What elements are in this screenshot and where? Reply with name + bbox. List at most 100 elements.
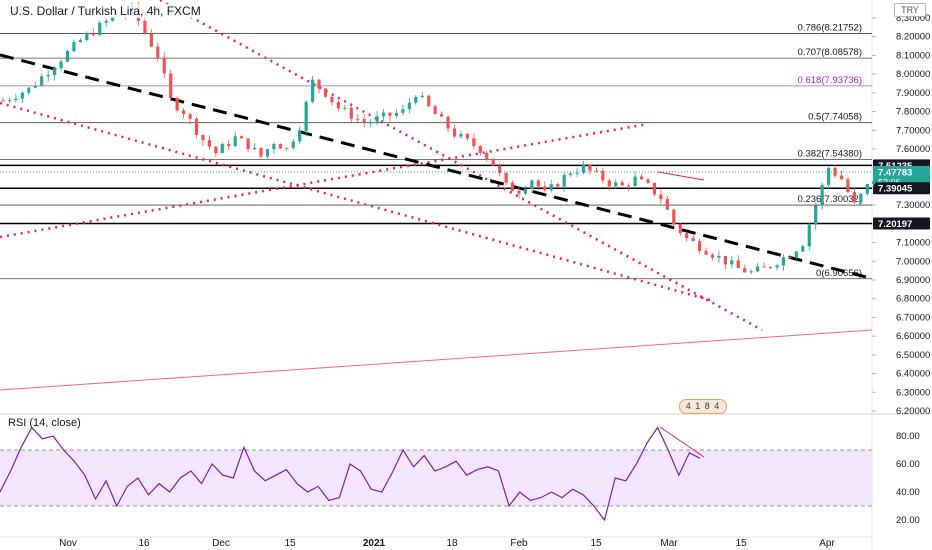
y-tick-label: 6.80000 — [896, 294, 930, 305]
candle-body — [872, 180, 876, 185]
candle-body — [594, 170, 598, 172]
fib-level-label: 0.707(8.08578) — [798, 47, 862, 58]
candle-body — [478, 146, 482, 153]
y-tick-label: 7.70000 — [896, 125, 930, 136]
candle-body — [472, 138, 476, 147]
candle-body — [194, 118, 199, 135]
candle-body — [446, 116, 450, 129]
candle-body — [220, 144, 224, 154]
candle-body — [839, 175, 844, 180]
y-tick-label: 6.90000 — [896, 275, 930, 286]
candle-body — [330, 96, 334, 103]
x-tick-label: Apr — [819, 538, 835, 549]
candle-body — [407, 102, 411, 110]
candle-body — [246, 138, 250, 150]
candle-body — [639, 176, 644, 180]
candle-body — [259, 147, 263, 157]
candle-body — [59, 61, 63, 69]
candle-body — [85, 33, 89, 41]
candle-body — [452, 128, 457, 137]
candle-body — [614, 182, 618, 187]
candle-body — [433, 106, 437, 115]
trendline-falling-upper — [159, 0, 763, 332]
candle-body — [7, 99, 12, 101]
candle-body — [820, 184, 824, 206]
y-tick-label: 6.30000 — [896, 387, 930, 398]
candle-body — [27, 87, 31, 93]
candle-body — [827, 168, 831, 185]
candle-body — [814, 205, 818, 225]
candle-body — [33, 85, 37, 88]
candle-body — [381, 112, 386, 117]
candle-body — [394, 112, 399, 116]
candle-body — [285, 147, 289, 149]
candle-body — [543, 186, 547, 191]
candle-body — [523, 188, 528, 194]
candle-body — [536, 180, 540, 187]
y-tick-label: 6.40000 — [896, 369, 930, 380]
candle-body — [149, 33, 153, 47]
candle-body — [659, 194, 663, 200]
x-tick-label: 15 — [590, 538, 602, 549]
candle-body — [298, 131, 302, 142]
candle-body — [498, 165, 502, 173]
candle-body — [420, 95, 424, 98]
price-label-text: 7.20197 — [878, 219, 912, 230]
y-tick-label: 8.10000 — [896, 50, 930, 61]
candle-body — [440, 114, 444, 117]
candle-body — [859, 193, 863, 203]
candle-body — [685, 233, 689, 239]
candle-body — [691, 238, 695, 242]
currency-badge[interactable]: TRY — [894, 3, 926, 17]
fib-level-label: 0.382(7.54380) — [798, 149, 862, 160]
candle-body — [265, 149, 270, 157]
price-label-box — [873, 182, 930, 195]
x-tick-label: 18 — [446, 538, 458, 549]
y-tick-label: 8.20000 — [896, 32, 930, 43]
y-tick-label: 7.00000 — [896, 256, 930, 267]
candle-body — [91, 33, 95, 36]
candle-body — [311, 79, 315, 102]
rsi-tick-label: 20.00 — [896, 515, 920, 526]
candle-body — [207, 140, 211, 147]
candle-body — [833, 168, 837, 176]
candle-body — [46, 75, 50, 77]
candle-body — [646, 179, 650, 183]
y-tick-label: 6.70000 — [896, 312, 930, 323]
y-tick-label: 6.60000 — [896, 331, 930, 342]
candle-body — [781, 257, 786, 266]
candle-body — [768, 267, 773, 269]
candle-body — [794, 251, 798, 258]
candle-body — [581, 164, 586, 173]
candle-body — [169, 73, 173, 99]
candle-body — [362, 119, 366, 124]
candle-body — [401, 109, 405, 113]
fib-level-label: 0.236(7.30032) — [798, 194, 862, 205]
rsi-trendline — [659, 426, 705, 458]
candle-body — [730, 260, 734, 265]
candle-body — [388, 112, 392, 116]
trendline-rising — [0, 122, 649, 239]
candle-body — [756, 266, 760, 272]
candle-body — [40, 76, 44, 86]
candle-body — [459, 133, 463, 137]
candle-body — [240, 136, 244, 139]
x-tick-label: Nov — [59, 538, 77, 549]
candle-body — [104, 20, 108, 23]
candle-body — [723, 255, 727, 265]
ideas-badge[interactable]: 4 1 8 4 — [679, 399, 727, 414]
candle-body — [510, 182, 515, 191]
candle-body — [807, 224, 811, 247]
candle-body — [652, 182, 657, 195]
rsi-tick-label: 60.00 — [896, 459, 920, 470]
candle-body — [736, 260, 740, 269]
candle-body — [698, 241, 702, 251]
candle-body — [188, 114, 192, 119]
candle-body — [65, 51, 70, 62]
candle-body — [291, 141, 295, 148]
candle-body — [343, 107, 347, 109]
candle-body — [846, 179, 850, 193]
candle-body — [111, 17, 115, 21]
candle-body — [336, 102, 340, 109]
